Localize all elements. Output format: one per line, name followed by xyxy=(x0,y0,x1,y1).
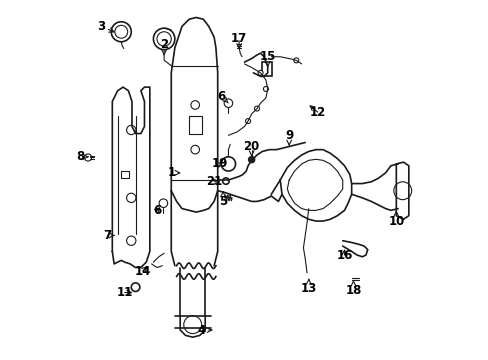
Text: 8: 8 xyxy=(76,150,88,163)
FancyBboxPatch shape xyxy=(121,171,129,178)
Text: 2: 2 xyxy=(160,38,168,54)
Circle shape xyxy=(254,106,259,111)
Text: 1: 1 xyxy=(167,166,180,179)
Circle shape xyxy=(293,58,298,63)
Text: 6: 6 xyxy=(153,204,161,217)
Circle shape xyxy=(258,70,263,75)
Polygon shape xyxy=(280,150,351,221)
Text: 11: 11 xyxy=(117,286,133,299)
Text: 12: 12 xyxy=(309,105,325,119)
Text: 6: 6 xyxy=(217,90,228,103)
Text: 5: 5 xyxy=(219,192,227,208)
Text: 3: 3 xyxy=(97,20,114,33)
Text: 15: 15 xyxy=(259,50,275,67)
Text: 20: 20 xyxy=(243,140,259,156)
Text: 16: 16 xyxy=(336,248,352,261)
FancyBboxPatch shape xyxy=(261,62,271,76)
Polygon shape xyxy=(112,87,149,267)
Text: 10: 10 xyxy=(387,211,404,228)
Circle shape xyxy=(245,118,250,123)
Text: 13: 13 xyxy=(300,279,316,296)
Circle shape xyxy=(263,86,268,91)
Polygon shape xyxy=(395,162,408,219)
Text: 4: 4 xyxy=(197,324,211,337)
Text: 17: 17 xyxy=(230,32,247,49)
Text: 19: 19 xyxy=(211,157,227,170)
Polygon shape xyxy=(171,18,217,212)
Text: 18: 18 xyxy=(345,281,361,297)
Text: 9: 9 xyxy=(285,129,293,145)
Text: 7: 7 xyxy=(102,229,114,242)
Text: 21: 21 xyxy=(205,175,222,188)
Circle shape xyxy=(248,157,254,163)
Text: 14: 14 xyxy=(134,265,151,278)
